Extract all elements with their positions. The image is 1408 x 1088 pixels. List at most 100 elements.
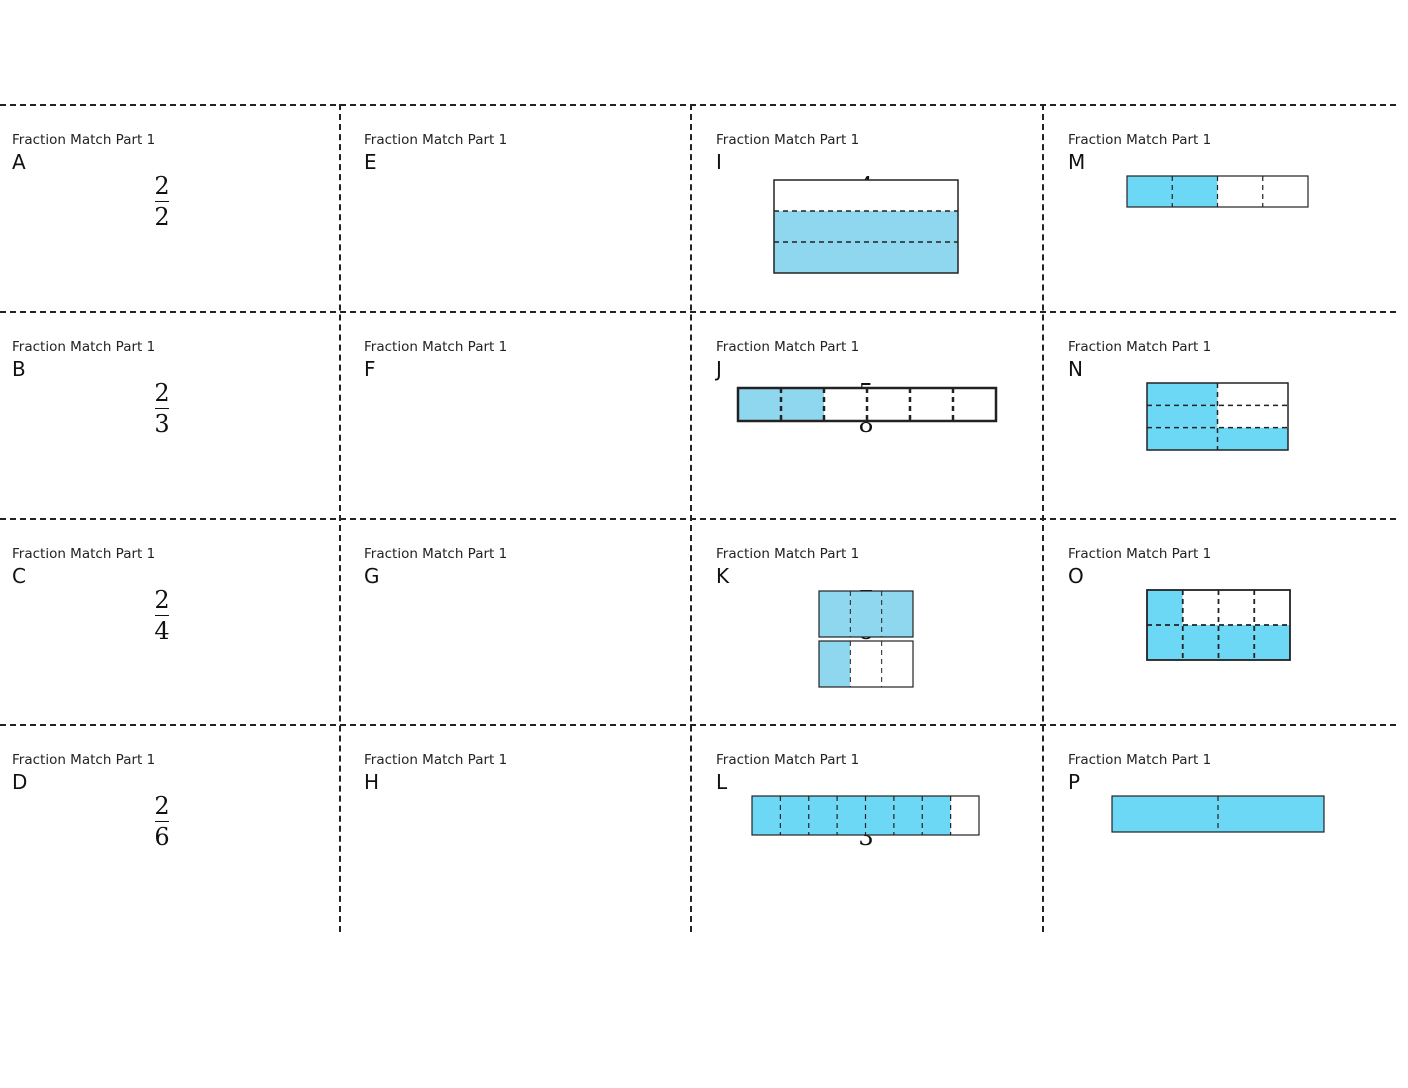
part-cell: [1218, 590, 1255, 625]
card-letter: A: [12, 150, 26, 174]
part-cell: [1218, 625, 1255, 660]
card-title: Fraction Match Part 1: [1068, 132, 1212, 148]
whole-outline: [1126, 175, 1309, 208]
card-letter: O: [1068, 564, 1084, 588]
part-cell: [819, 641, 851, 687]
fraction-bar: [155, 201, 169, 202]
card-letter: I: [716, 150, 722, 174]
fraction-model: [1126, 175, 1309, 208]
fraction-card-n: Fraction Match Part 1 N: [1056, 311, 1408, 518]
part-cell: [1217, 383, 1288, 406]
part-cell: [1262, 176, 1308, 207]
cut-line: [0, 104, 1396, 106]
fraction-card-p: Fraction Match Part 1 P: [1056, 724, 1408, 931]
part-cell: [867, 388, 910, 421]
fraction-card-e: Fraction Match Part 1E46: [352, 104, 874, 311]
part-cell: [1147, 427, 1218, 450]
fraction-denominator: 3: [154, 410, 170, 438]
card-title: Fraction Match Part 1: [1068, 546, 1212, 562]
part-cell: [881, 641, 913, 687]
part-cell: [752, 796, 781, 835]
part-cell: [1147, 405, 1218, 428]
fraction-model: [736, 386, 998, 423]
whole-outline: [773, 179, 959, 274]
part-cell: [819, 591, 851, 637]
card-letter: E: [364, 150, 377, 174]
part-cell: [1147, 590, 1183, 625]
part-cell: [1127, 176, 1173, 207]
card-letter: C: [12, 564, 26, 588]
card-letter: J: [716, 357, 722, 381]
fraction-model: [773, 179, 959, 274]
card-title: Fraction Match Part 1: [364, 546, 508, 562]
cut-line: [690, 104, 692, 932]
card-letter: B: [12, 357, 26, 381]
part-cell: [1254, 590, 1290, 625]
fraction-card-o: Fraction Match Part 1 O: [1056, 518, 1408, 725]
fraction-card-l: Fraction Match Part 1 L: [704, 724, 1056, 931]
part-cell: [774, 180, 958, 211]
card-title: Fraction Match Part 1: [12, 752, 156, 768]
card-letter: G: [364, 564, 380, 588]
part-cell: [774, 242, 958, 273]
fraction-model: [1146, 382, 1289, 451]
whole-outline: [818, 640, 914, 688]
fraction-card-j: Fraction Match Part 1 J: [704, 311, 1056, 518]
fraction-card-m: Fraction Match Part 1 M: [1056, 104, 1408, 311]
card-letter: F: [364, 357, 376, 381]
part-cell: [881, 591, 913, 637]
part-cell: [1217, 427, 1288, 450]
card-title: Fraction Match Part 1: [12, 339, 156, 355]
whole-outline: [1146, 589, 1291, 661]
card-title: Fraction Match Part 1: [364, 132, 508, 148]
card-letter: D: [12, 770, 28, 794]
part-cell: [837, 796, 866, 835]
cut-line: [1042, 104, 1044, 932]
fraction-numerator: 2: [154, 172, 170, 200]
part-cell: [1147, 383, 1218, 406]
card-title: Fraction Match Part 1: [364, 752, 508, 768]
fraction-card-i: Fraction Match Part 1 I: [704, 104, 1056, 311]
card-letter: H: [364, 770, 380, 794]
fraction-card-k: Fraction Match Part 1 K: [704, 518, 1056, 725]
part-cell: [1182, 625, 1219, 660]
card-letter: K: [716, 564, 730, 588]
card-letter: P: [1068, 770, 1081, 794]
part-cell: [865, 796, 894, 835]
part-cell: [950, 796, 979, 835]
part-cell: [1217, 176, 1263, 207]
whole-outline: [736, 386, 998, 423]
fraction-numerator: 2: [154, 792, 170, 820]
fraction-model: [818, 590, 914, 688]
fraction-denominator: 4: [154, 617, 170, 645]
cut-line: [339, 104, 341, 932]
card-title: Fraction Match Part 1: [1068, 339, 1212, 355]
fraction-model: [1146, 589, 1291, 661]
whole-outline: [1146, 382, 1289, 451]
part-cell: [738, 388, 781, 421]
fraction-numerator: 2: [154, 586, 170, 614]
part-cell: [910, 388, 953, 421]
fraction-denominator: 2: [154, 203, 170, 231]
whole-outline: [1111, 795, 1325, 833]
fraction-denominator: 6: [154, 823, 170, 851]
fraction-card-h: Fraction Match Part 1H53: [352, 724, 874, 931]
part-cell: [1218, 796, 1324, 832]
fraction-bar: [155, 821, 169, 822]
cut-line: [0, 311, 1396, 313]
fraction-card-f: Fraction Match Part 1F58: [352, 311, 874, 518]
fraction-card-g: Fraction Match Part 1G78: [352, 518, 874, 725]
part-cell: [780, 796, 809, 835]
part-cell: [1172, 176, 1218, 207]
card-title: Fraction Match Part 1: [716, 546, 860, 562]
part-cell: [1112, 796, 1218, 832]
part-cell: [893, 796, 923, 835]
card-letter: L: [716, 770, 728, 794]
